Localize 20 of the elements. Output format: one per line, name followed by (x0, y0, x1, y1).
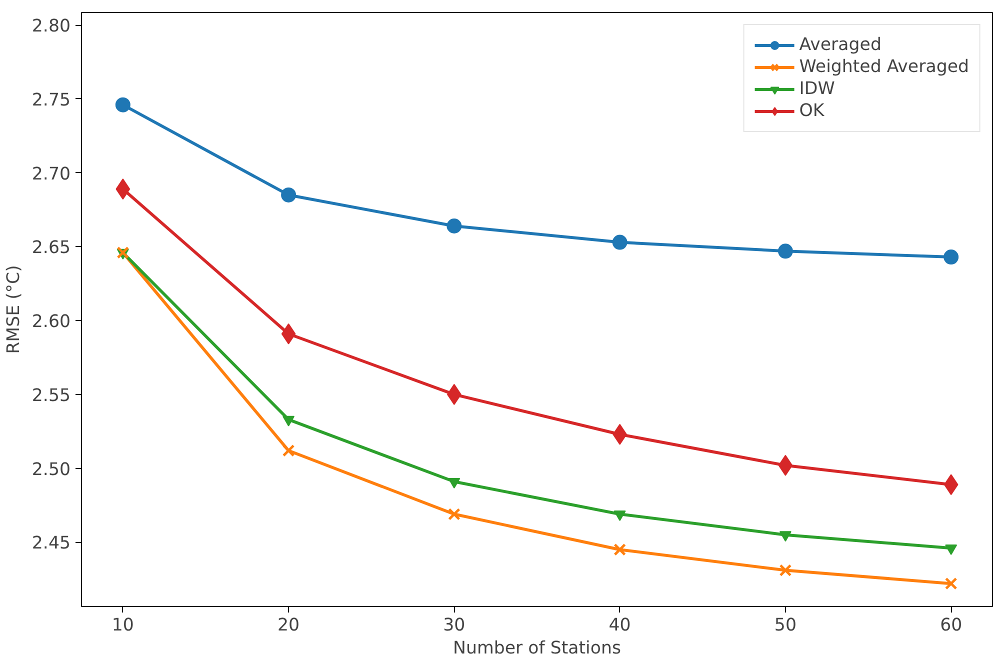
y-tick-label: 2.70 (32, 164, 71, 184)
x-tick-label: 40 (608, 616, 631, 636)
y-tick-label: 2.45 (32, 534, 71, 554)
x-tick-label: 50 (774, 616, 796, 636)
legend-label: Weighted Averaged (799, 57, 969, 77)
legend-label: IDW (799, 79, 835, 99)
x-axis-title: Number of Stations (453, 638, 621, 658)
legend-label: OK (799, 101, 824, 121)
y-tick-label: 2.55 (32, 386, 71, 406)
x-tick-label: 30 (443, 616, 466, 636)
x-tick-label: 10 (112, 616, 134, 636)
legend-label: Averaged (799, 35, 882, 55)
y-tick-label: 2.65 (32, 238, 71, 258)
y-tick-label: 2.50 (32, 460, 71, 480)
x-tick-label: 60 (940, 616, 962, 636)
x-tick-label: 20 (278, 616, 300, 636)
y-tick-label: 2.80 (32, 16, 71, 37)
y-tick-label: 2.60 (32, 312, 71, 332)
y-tick-label: 2.75 (32, 90, 71, 110)
y-axis-title: RMSE (°C) (4, 265, 24, 354)
